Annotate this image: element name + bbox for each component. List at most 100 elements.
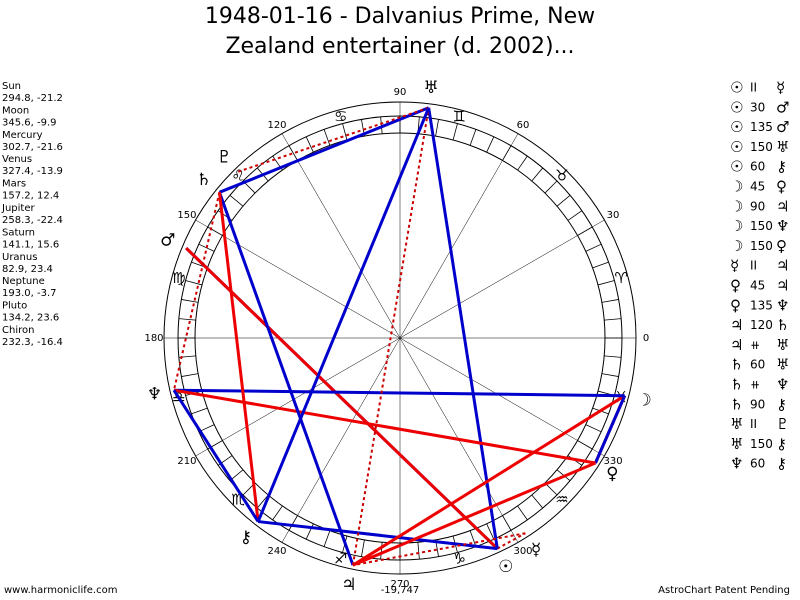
degree-label: 0 <box>643 333 649 344</box>
sign-glyph: ♍ <box>172 269 185 287</box>
planet-position: 193.0, -3.7 <box>2 288 57 299</box>
ring-tick <box>531 167 544 182</box>
aspect-glyph: ☉ <box>730 79 743 97</box>
aspect-kind: 60 <box>750 358 765 372</box>
aspect-kind: 150 <box>750 239 773 253</box>
aspect-line <box>256 107 431 523</box>
planet-position: 294.8, -21.2 <box>2 93 63 104</box>
planet-glyph: ♂ <box>160 230 175 250</box>
aspect-line <box>172 192 221 391</box>
degree-label: 240 <box>267 546 286 557</box>
aspect-glyph: ☉ <box>730 98 743 116</box>
spoke <box>281 133 401 339</box>
footer-right: AstroChart Patent Pending <box>658 585 790 596</box>
aspect-glyph: ♀ <box>776 178 787 196</box>
ring-tick <box>544 180 558 194</box>
title-line: 1948-01-16 - Dalvanius Prime, New <box>205 4 595 29</box>
ring-tick <box>601 373 619 377</box>
planet-position: 232.3, -16.4 <box>2 337 63 348</box>
aspect-glyph: ♆ <box>776 217 789 235</box>
ring-tick <box>272 505 283 521</box>
aspect-line <box>173 388 625 398</box>
planet-glyph: ♅ <box>424 78 439 98</box>
planet-glyph: ♇ <box>217 147 232 167</box>
footer-left: www.harmoniclife.com <box>4 585 117 596</box>
aspect-kind: II <box>750 417 757 431</box>
ring-tick <box>380 542 383 560</box>
aspect-line <box>352 461 597 567</box>
planet-name: Venus <box>2 154 32 165</box>
planet-name: Sun <box>2 81 21 92</box>
ring-tick <box>486 136 495 153</box>
sign-glyph: ♑ <box>453 550 466 568</box>
aspect-line <box>218 191 355 566</box>
aspect-line <box>173 388 596 465</box>
aspect-line <box>594 395 627 464</box>
aspect-glyph: ☉ <box>730 118 743 136</box>
degree-label: 150 <box>177 210 196 221</box>
aspect-glyph: ☽ <box>730 237 743 255</box>
ring-tick <box>323 530 331 547</box>
ring-tick <box>178 318 196 321</box>
aspect-glyph: ♀ <box>776 237 787 255</box>
spoke <box>281 337 401 543</box>
aspect-kind: ⧺ <box>750 338 760 352</box>
ring-tick <box>585 243 602 252</box>
aspect-glyph: ⚷ <box>776 395 787 413</box>
aspect-glyph: ♅ <box>730 415 743 433</box>
aspect-glyph: ☿ <box>730 257 739 275</box>
aspect-kind: ⧺ <box>750 378 760 392</box>
degree-label: 330 <box>603 456 622 467</box>
ring-tick <box>452 123 458 141</box>
ring-tick <box>435 119 439 137</box>
ring-tick <box>585 424 602 433</box>
aspect-line <box>217 192 260 522</box>
aspect-glyph: ♀ <box>730 296 741 314</box>
planet-position: 141.1, 15.6 <box>2 239 59 250</box>
aspect-glyph: ♃ <box>730 316 743 334</box>
aspect-glyph: ☽ <box>730 178 743 196</box>
aspect-kind: 150 <box>750 140 773 154</box>
planet-name: Pluto <box>2 301 27 312</box>
ring-tick <box>342 123 348 141</box>
degree-label: 90 <box>394 87 407 98</box>
ring-tick <box>191 407 208 415</box>
sign-glyph: ♐ <box>334 550 347 568</box>
planet-name: Saturn <box>2 227 35 238</box>
planet-glyph: ☿ <box>531 540 541 560</box>
planet-glyph: ☽ <box>636 391 651 411</box>
aspect-glyph: ♃ <box>776 197 789 215</box>
aspect-kind: 90 <box>750 397 765 411</box>
ring-tick <box>592 261 609 269</box>
sign-glyph: ♋ <box>334 107 347 125</box>
aspect-glyph: ☿ <box>776 79 785 97</box>
aspect-line <box>257 520 498 551</box>
ring-tick <box>486 523 495 540</box>
planet-glyph: ☉ <box>498 557 513 577</box>
aspect-kind: 60 <box>750 160 765 174</box>
aspect-line <box>352 394 626 567</box>
aspect-kind: II <box>750 259 757 273</box>
aspect-glyph: ♂ <box>776 98 789 116</box>
ring-tick <box>469 530 477 547</box>
planet-name: Moon <box>2 105 29 116</box>
ring-tick <box>601 299 619 303</box>
ring-tick <box>305 136 314 153</box>
planet-position: 327.4, -13.9 <box>2 166 63 177</box>
aspect-line <box>351 107 430 566</box>
degree-label: 180 <box>144 333 163 344</box>
aspect-glyph: ⚷ <box>776 435 787 453</box>
planet-name: Jupiter <box>1 203 35 214</box>
sign-glyph: ♊ <box>453 107 466 125</box>
planet-position: 345.6, -9.9 <box>2 117 57 128</box>
ring-tick <box>604 355 622 358</box>
aspect-kind: 90 <box>750 199 765 213</box>
ring-tick <box>417 542 420 560</box>
ring-tick <box>361 539 365 557</box>
planet-name: Uranus <box>2 252 37 263</box>
aspect-glyph: ⚷ <box>776 158 787 176</box>
aspect-kind: 45 <box>750 180 765 194</box>
ring-tick <box>597 280 615 286</box>
planet-position: 134.2, 23.6 <box>2 313 59 324</box>
spoke <box>399 219 605 339</box>
